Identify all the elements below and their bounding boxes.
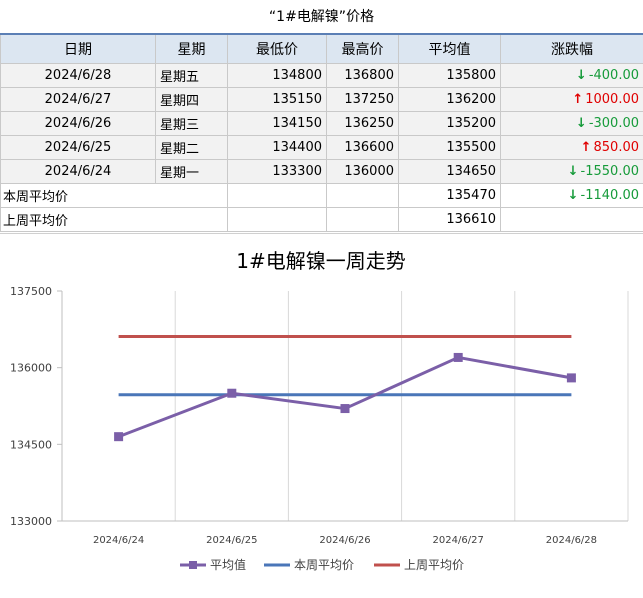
date-cell: 2024/6/27 [1,88,156,112]
col-header-weekday: 星期 [156,34,228,64]
change-cell: ↑850.00 [501,136,643,160]
chart-area: 1#电解镍一周走势 133000 134500 136000 137500 2024/6/… [0,233,643,594]
avg-cell: 134650 [399,160,501,184]
empty-cell [327,208,399,232]
last-week-label: 上周平均价 [1,208,228,232]
low-cell: 134400 [228,136,327,160]
high-cell: 137250 [327,88,399,112]
down-arrow-icon: ↓ [568,164,579,179]
high-cell: 136250 [327,112,399,136]
x-tick-label: 2024/6/24 [93,535,144,546]
change-value: 850.00 [594,140,640,155]
legend-marker [189,561,197,569]
low-cell: 135150 [228,88,327,112]
weekday-cell: 星期二 [156,136,228,160]
this-week-label: 本周平均价 [1,184,228,208]
up-arrow-icon: ↑ [572,92,583,107]
data-point [454,353,463,362]
x-tick-label: 2024/6/27 [433,535,484,546]
legend-label: 本周平均价 [294,558,354,572]
change-cell: ↓-300.00 [501,112,643,136]
change-cell: ↓-400.00 [501,64,643,88]
empty-cell [501,208,643,232]
weekday-cell: 星期一 [156,160,228,184]
x-tick-label: 2024/6/25 [206,535,257,546]
data-point [341,404,350,413]
y-tick-label: 133000 [10,515,52,528]
avg-cell: 136200 [399,88,501,112]
low-cell: 134800 [228,64,327,88]
up-arrow-icon: ↑ [581,140,592,155]
series-line [119,357,572,436]
this-week-avg: 135470 [399,184,501,208]
y-tick-label: 136000 [10,362,52,375]
date-cell: 2024/6/25 [1,136,156,160]
high-cell: 136000 [327,160,399,184]
high-cell: 136800 [327,64,399,88]
data-point [567,373,576,382]
weekday-cell: 星期三 [156,112,228,136]
change-value: -1550.00 [581,164,639,179]
col-header-avg: 平均值 [399,34,501,64]
down-arrow-icon: ↓ [576,68,587,83]
change-value: -1140.00 [581,188,639,203]
col-header-date: 日期 [1,34,156,64]
col-header-high: 最高价 [327,34,399,64]
empty-cell [228,208,327,232]
date-cell: 2024/6/26 [1,112,156,136]
x-tick-label: 2024/6/28 [546,535,597,546]
last-week-avg: 136610 [399,208,501,232]
header-row: 日期 星期 最低价 最高价 平均值 涨跌幅 [1,34,643,64]
date-cell: 2024/6/28 [1,64,156,88]
legend-label: 平均值 [210,557,246,572]
last-week-row: 上周平均价 136610 [1,208,643,232]
col-header-change: 涨跌幅 [501,34,643,64]
low-cell: 134150 [228,112,327,136]
down-arrow-icon: ↓ [568,188,579,203]
change-value: -300.00 [589,116,639,131]
change-cell: ↑1000.00 [501,88,643,112]
table-title: “1#电解镍”价格 [0,0,643,32]
weekday-cell: 星期四 [156,88,228,112]
data-point [227,389,236,398]
data-point [114,432,123,441]
line-chart: 1#电解镍一周走势 133000 134500 136000 137500 2024/6/… [0,234,643,594]
down-arrow-icon: ↓ [576,116,587,131]
legend-label: 上周平均价 [404,558,464,572]
x-tick-label: 2024/6/26 [319,535,370,546]
change-value: 1000.00 [585,92,639,107]
change-value: -400.00 [589,68,639,83]
low-cell: 133300 [228,160,327,184]
empty-cell [327,184,399,208]
avg-cell: 135200 [399,112,501,136]
weekday-cell: 星期五 [156,64,228,88]
chart-title: 1#电解镍一周走势 [236,249,405,273]
change-cell: ↓-1550.00 [501,160,643,184]
avg-cell: 135500 [399,136,501,160]
col-header-low: 最低价 [228,34,327,64]
y-tick-label: 134500 [10,438,52,451]
change-cell: ↓-1140.00 [501,184,643,208]
avg-cell: 135800 [399,64,501,88]
date-cell: 2024/6/24 [1,160,156,184]
high-cell: 136600 [327,136,399,160]
empty-cell [228,184,327,208]
y-tick-label: 137500 [10,285,52,298]
